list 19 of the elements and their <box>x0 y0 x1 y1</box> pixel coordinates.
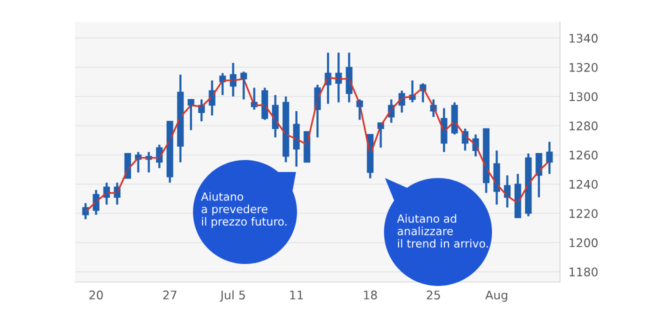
x-tick-label: 27 <box>163 290 176 300</box>
y-tick-label: 1280 <box>570 121 598 130</box>
y-tick-label: 1180 <box>570 268 598 276</box>
y-tick-label: 1300 <box>570 92 598 102</box>
y-tick-label: 1340 <box>570 34 598 43</box>
y-tick-label: 1260 <box>570 150 598 160</box>
y-tick-label: 1240 <box>570 180 598 189</box>
y-tick-label: 1200 <box>570 238 598 248</box>
x-tick-label: 11 <box>290 290 303 300</box>
y-tick-label: 1220 <box>570 209 598 218</box>
candlestick <box>124 152 132 180</box>
x-tick-label: 20 <box>89 290 103 300</box>
x-tick-label: 18 <box>364 290 377 300</box>
x-tick-label: Jul 5 <box>220 290 245 302</box>
y-tick-label: 1320 <box>570 63 598 72</box>
annotation: Aiutano ad analizzare il trend in arrivo. <box>397 214 488 248</box>
x-tick-label: 25 <box>426 290 440 300</box>
annotation: Aiutano a prevedere il prezzo futuro. <box>201 192 287 228</box>
x-tick-label: Aug <box>485 290 508 302</box>
